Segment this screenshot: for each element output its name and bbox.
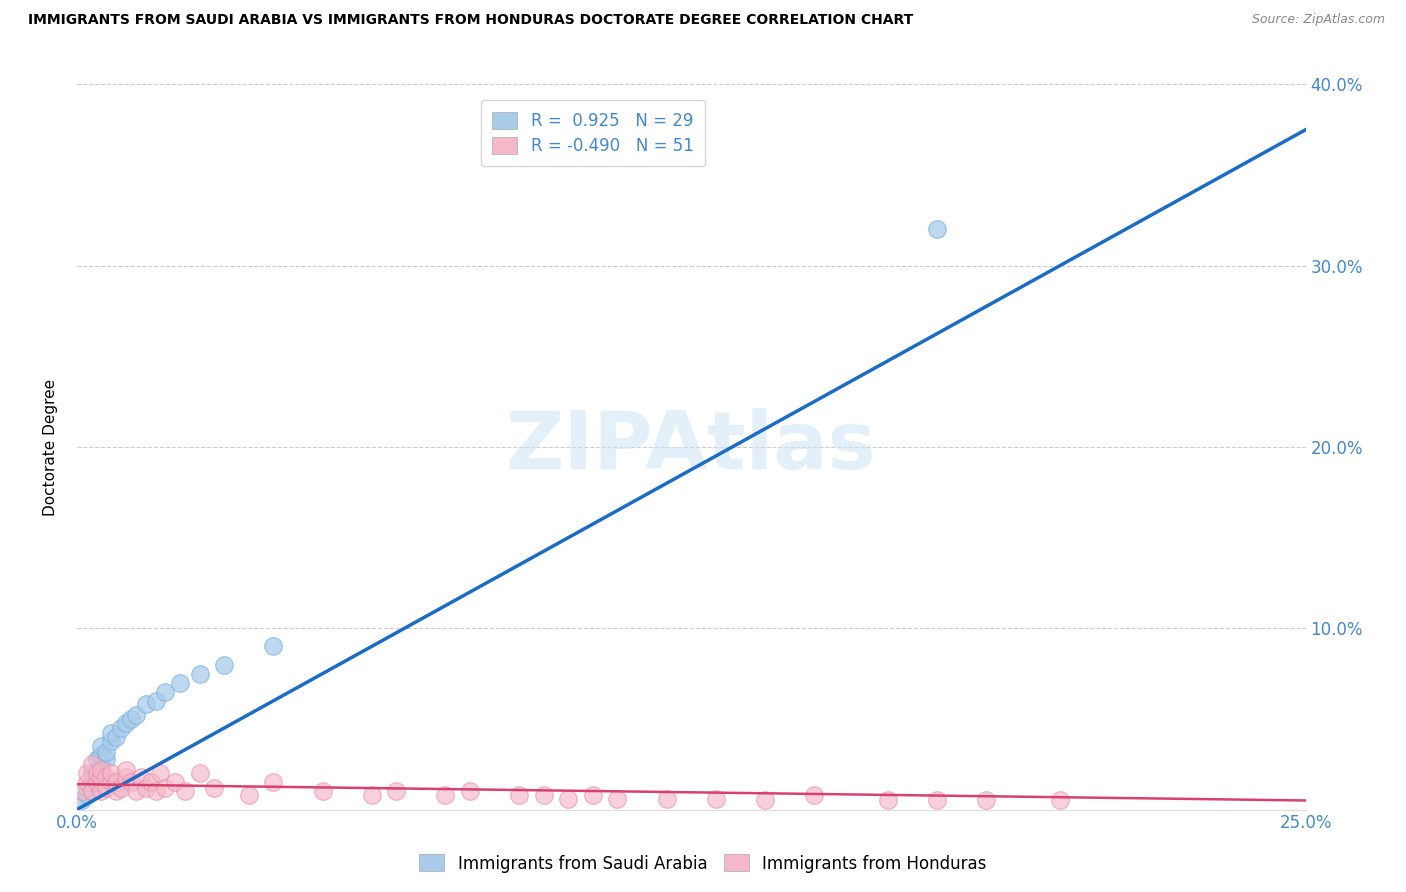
Point <box>238 788 260 802</box>
Point <box>80 775 103 789</box>
Y-axis label: Doctorate Degree: Doctorate Degree <box>44 378 58 516</box>
Point <box>655 791 678 805</box>
Point <box>311 784 333 798</box>
Point <box>76 780 98 795</box>
Point <box>76 788 98 802</box>
Point <box>204 780 226 795</box>
Point <box>533 788 555 802</box>
Point <box>86 763 108 777</box>
Point <box>803 788 825 802</box>
Point <box>80 766 103 780</box>
Point <box>115 770 138 784</box>
Legend: Immigrants from Saudi Arabia, Immigrants from Honduras: Immigrants from Saudi Arabia, Immigrants… <box>413 847 993 880</box>
Point <box>120 775 142 789</box>
Point <box>110 721 132 735</box>
Point <box>80 784 103 798</box>
Point <box>135 780 157 795</box>
Point <box>139 775 162 789</box>
Point <box>125 708 148 723</box>
Point <box>100 726 122 740</box>
Point <box>90 784 112 798</box>
Point <box>105 730 128 744</box>
Point <box>96 780 118 795</box>
Legend: R =  0.925   N = 29, R = -0.490   N = 51: R = 0.925 N = 29, R = -0.490 N = 51 <box>481 100 706 166</box>
Point <box>76 775 98 789</box>
Point <box>120 712 142 726</box>
Point <box>704 791 727 805</box>
Point <box>96 745 118 759</box>
Point <box>214 657 236 672</box>
Text: ZIPAtlas: ZIPAtlas <box>506 408 876 486</box>
Point <box>86 770 108 784</box>
Point <box>76 766 98 780</box>
Point <box>925 793 948 807</box>
Point <box>458 784 481 798</box>
Point <box>70 784 93 798</box>
Point <box>262 640 284 654</box>
Point <box>434 788 457 802</box>
Point <box>90 739 112 753</box>
Text: IMMIGRANTS FROM SAUDI ARABIA VS IMMIGRANTS FROM HONDURAS DOCTORATE DEGREE CORREL: IMMIGRANTS FROM SAUDI ARABIA VS IMMIGRAN… <box>28 13 914 28</box>
Point <box>135 698 157 712</box>
Point <box>86 766 108 780</box>
Point <box>174 784 197 798</box>
Point <box>145 784 167 798</box>
Point <box>188 766 211 780</box>
Point <box>90 757 112 772</box>
Point <box>125 784 148 798</box>
Point <box>508 788 530 802</box>
Point <box>115 763 138 777</box>
Point <box>129 770 152 784</box>
Text: Source: ZipAtlas.com: Source: ZipAtlas.com <box>1251 13 1385 27</box>
Point <box>115 715 138 730</box>
Point <box>169 675 191 690</box>
Point <box>582 788 605 802</box>
Point <box>876 793 898 807</box>
Point <box>188 666 211 681</box>
Point <box>1049 793 1071 807</box>
Point <box>360 788 382 802</box>
Point <box>145 694 167 708</box>
Point <box>100 733 122 747</box>
Point <box>149 766 172 780</box>
Point <box>974 793 997 807</box>
Point <box>165 775 187 789</box>
Point <box>80 757 103 772</box>
Point <box>96 770 118 784</box>
Point <box>90 748 112 763</box>
Point <box>925 222 948 236</box>
Point <box>105 784 128 798</box>
Point <box>754 793 776 807</box>
Point <box>606 791 628 805</box>
Point <box>155 780 177 795</box>
Point <box>70 793 93 807</box>
Point <box>557 791 579 805</box>
Point <box>105 775 128 789</box>
Point <box>90 763 112 777</box>
Point <box>385 784 408 798</box>
Point <box>86 752 108 766</box>
Point <box>262 775 284 789</box>
Point <box>96 752 118 766</box>
Point <box>90 770 112 784</box>
Point <box>110 780 132 795</box>
Point <box>155 684 177 698</box>
Point <box>80 784 103 798</box>
Point <box>100 775 122 789</box>
Point <box>86 775 108 789</box>
Point <box>100 766 122 780</box>
